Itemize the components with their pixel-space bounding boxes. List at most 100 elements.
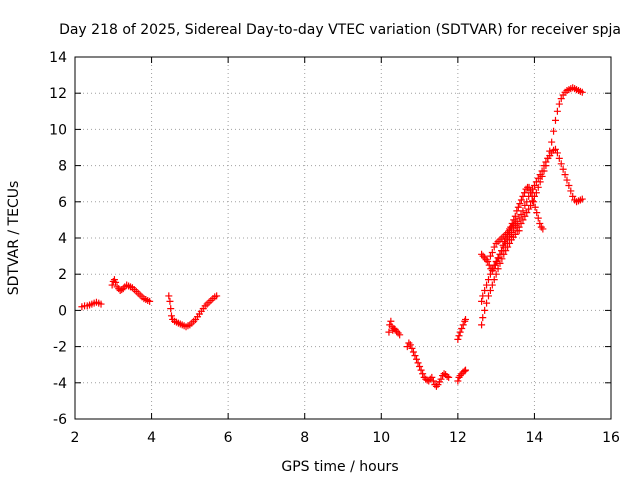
data-point (530, 182, 538, 190)
data-point (511, 220, 519, 228)
x-tick-label: 10 (372, 430, 390, 446)
data-point (539, 225, 547, 233)
data-point (484, 258, 492, 266)
data-point (419, 370, 427, 378)
data-point (165, 292, 173, 300)
data-point (478, 250, 486, 258)
y-tick-label: 0 (58, 303, 67, 319)
data-point (167, 305, 175, 313)
data-point (557, 95, 565, 103)
data-point (519, 207, 527, 215)
data-point (439, 372, 447, 380)
data-point (443, 372, 451, 380)
data-point (213, 292, 221, 300)
data-point (551, 116, 559, 124)
data-point (521, 201, 529, 209)
data-point (520, 189, 528, 197)
data-point (521, 212, 529, 220)
data-point (456, 328, 464, 336)
data-point (519, 216, 527, 224)
data-point (533, 209, 541, 217)
chart-title: Day 218 of 2025, Sidereal Day-to-day VTE… (59, 22, 621, 38)
data-point (490, 265, 498, 273)
x-tick-label: 4 (147, 430, 156, 446)
data-point (454, 377, 462, 385)
data-point (458, 325, 466, 332)
data-point (409, 348, 417, 356)
data-point (511, 230, 519, 238)
data-point (557, 160, 565, 168)
data-point (548, 138, 556, 146)
data-point (490, 243, 498, 251)
data-point (561, 171, 569, 179)
y-tick-label: 6 (58, 195, 67, 211)
data-point (538, 167, 546, 175)
data-point (445, 373, 453, 381)
y-tick-label: 2 (58, 267, 67, 283)
data-point (432, 382, 440, 390)
data-point (405, 339, 413, 347)
data-point (511, 212, 519, 220)
x-tick-label: 6 (224, 430, 233, 446)
data-point (517, 210, 525, 218)
y-tick-label: -2 (53, 340, 67, 356)
data-point (423, 376, 431, 384)
series-segment-1 (78, 298, 105, 311)
x-axis-label: GPS time / hours (281, 459, 398, 475)
data-point (498, 255, 506, 263)
data-point (482, 256, 490, 264)
axes: 2 4 6 8 10 12 14 16 -6 -4 -2 0 2 4 6 8 10 12 14 (49, 50, 620, 446)
data-point (479, 314, 487, 322)
data-point (517, 196, 525, 204)
x-tick-label: 16 (602, 430, 620, 446)
data-point (97, 300, 105, 308)
data-point (166, 297, 174, 305)
data-point (515, 227, 523, 235)
data-point (534, 214, 542, 222)
series-segment-2 (108, 276, 154, 305)
data-point (513, 223, 521, 231)
series-segment-6 (454, 366, 470, 385)
data-point (411, 352, 419, 360)
data-point (499, 241, 507, 249)
data-point (167, 312, 175, 320)
data-point (116, 286, 124, 294)
series-segment-10 (478, 183, 547, 275)
grid (75, 57, 611, 419)
data-point (565, 182, 573, 190)
data-point (385, 328, 393, 336)
data-point (498, 247, 506, 255)
data-point (578, 195, 586, 203)
y-axis-label: SDTVAR / TECUs (6, 181, 22, 296)
data-point (550, 127, 558, 135)
data-point (455, 332, 463, 340)
data-point (519, 192, 527, 200)
data-point (406, 341, 414, 349)
data-point (555, 154, 563, 162)
data-point (537, 223, 545, 231)
data-point (553, 149, 561, 157)
data-point (530, 198, 538, 206)
data-point (437, 375, 445, 383)
data-point (542, 158, 550, 166)
data-point (567, 187, 575, 195)
data-point (417, 366, 425, 374)
x-tick-label: 14 (526, 430, 544, 446)
data-point (523, 198, 531, 206)
data-point (112, 278, 120, 286)
series-segment-3 (165, 292, 221, 331)
data-point (536, 171, 544, 179)
y-tick-label: -4 (53, 376, 67, 392)
data-point (416, 363, 424, 371)
x-tick-label: 12 (449, 430, 467, 446)
data-point (462, 315, 470, 323)
data-point (534, 174, 542, 182)
y-tick-label: 4 (58, 231, 67, 247)
data-point (461, 317, 469, 325)
data-point (481, 306, 489, 314)
data-point (483, 281, 491, 289)
data-point (462, 366, 470, 374)
y-tick-label: 14 (49, 50, 67, 66)
data-point (396, 331, 404, 339)
data-point (478, 297, 486, 305)
